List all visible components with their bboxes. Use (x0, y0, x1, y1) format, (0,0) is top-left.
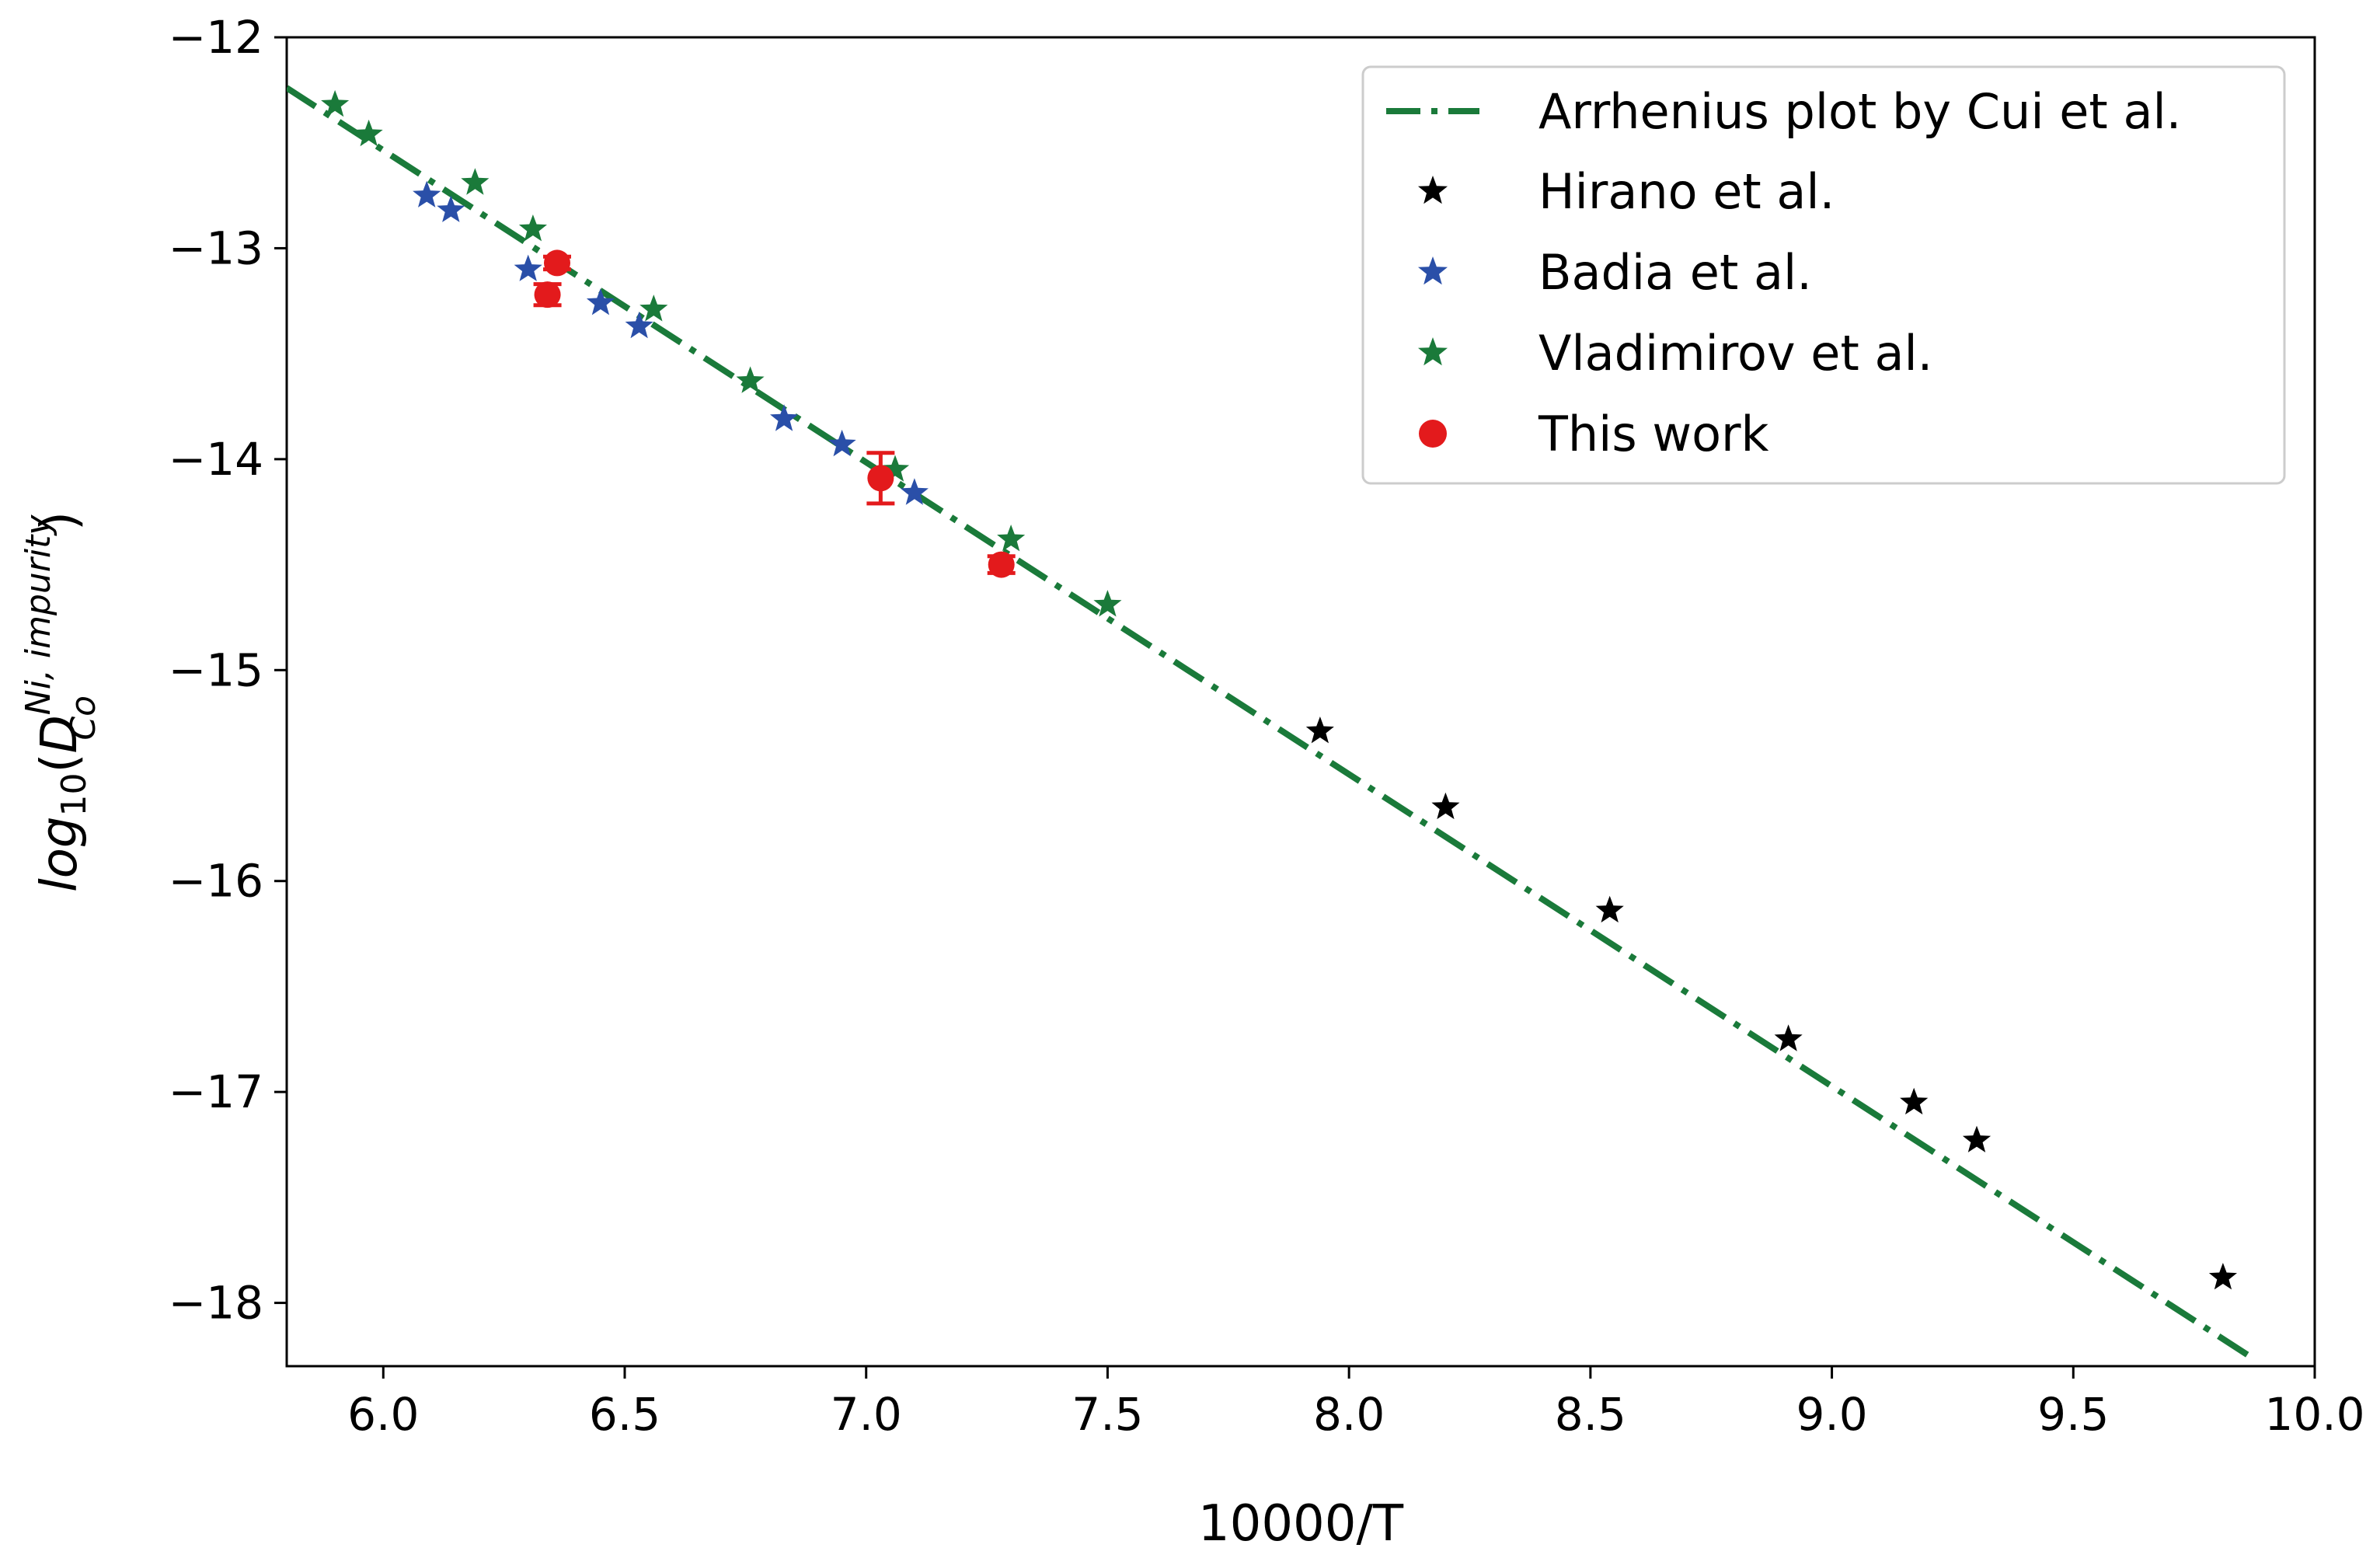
point-vladimirov-et-al (880, 455, 910, 482)
x-tick-label: 9.5 (2037, 1388, 2109, 1441)
y-title-sub: Co (64, 696, 103, 741)
legend: Arrhenius plot by Cui et al. Hirano et a… (1361, 65, 2286, 485)
point-badia-et-al (514, 254, 542, 281)
point-badia-et-al (828, 429, 856, 457)
y-tick-label: −17 (169, 1065, 263, 1118)
point-this-work (534, 281, 561, 309)
y-tick-label: −16 (169, 855, 263, 908)
plot-area (287, 85, 2254, 1361)
y-tick-label: −18 (169, 1277, 263, 1330)
legend-label-badia-et-al: Badia et al. (1538, 244, 1812, 301)
y-tick-label: −14 (169, 433, 263, 486)
point-vladimirov-et-al (518, 214, 547, 242)
point-hirano-et-al (1305, 716, 1334, 744)
point-hirano-et-al (2208, 1263, 2237, 1290)
point-badia-et-al (625, 311, 653, 339)
x-tick-label: 8.5 (1555, 1388, 1626, 1441)
point-hirano-et-al (1774, 1024, 1803, 1051)
x-ticks: 6.0 6.5 7.0 7.5 8.0 8.5 9.0 9.5 10.0 (347, 1366, 2365, 1441)
y-ticks: −12 −13 −14 −15 −16 −17 −18 (169, 11, 287, 1330)
point-hirano-et-al (1431, 792, 1460, 820)
point-hirano-et-al (1900, 1087, 1929, 1115)
legend-label-fit: Arrhenius plot by Cui et al. (1538, 83, 2181, 140)
legend-marker-this-work (1419, 420, 1447, 448)
legend-frame (1361, 65, 2286, 485)
legend-label-vladimirov-et-al: Vladimirov et al. (1538, 325, 1932, 382)
point-badia-et-al (586, 288, 615, 316)
x-tick-label: 10.0 (2264, 1388, 2364, 1441)
x-tick-label: 9.0 (1796, 1388, 1867, 1441)
arrhenius-fit-line (287, 85, 2254, 1361)
legend-marker-vladimirov-et-al (1418, 337, 1448, 366)
x-tick-label: 7.5 (1072, 1388, 1143, 1441)
x-axis-title: 10000/T (1198, 1495, 1404, 1553)
y-title-var: D (31, 715, 89, 753)
y-title-sup: Ni, impurity (19, 514, 58, 716)
point-this-work (988, 551, 1015, 578)
x-tick-label: 6.0 (347, 1388, 419, 1441)
y-title-base: log (31, 816, 89, 892)
point-vladimirov-et-al (639, 295, 668, 322)
point-vladimirov-et-al (736, 366, 765, 393)
point-vladimirov-et-al (354, 119, 383, 147)
point-badia-et-al (900, 478, 929, 505)
legend-label-this-work: This work (1538, 406, 1769, 462)
legend-marker-badia-et-al (1418, 256, 1448, 285)
point-vladimirov-et-al (321, 89, 350, 117)
y-axis-title: log10(DNi, impurityCo) (19, 511, 103, 892)
point-vladimirov-et-al (997, 525, 1026, 552)
y-tick-label: −15 (169, 643, 263, 696)
point-badia-et-al (437, 195, 465, 222)
point-vladimirov-et-al (461, 168, 490, 195)
point-hirano-et-al (1595, 895, 1624, 923)
y-title-close: ) (31, 511, 89, 531)
point-hirano-et-al (1962, 1125, 1991, 1152)
x-tick-label: 7.0 (831, 1388, 902, 1441)
plot-frame (285, 36, 2316, 1368)
point-this-work (867, 465, 894, 492)
point-vladimirov-et-al (1093, 590, 1122, 617)
legend-marker-hirano-et-al (1418, 176, 1448, 204)
point-this-work (544, 249, 570, 277)
y-title-open: ( (31, 754, 89, 773)
y-title-base-sub: 10 (54, 772, 94, 816)
x-tick-label: 8.0 (1313, 1388, 1385, 1441)
y-tick-label: −13 (169, 221, 263, 274)
y-tick-label: −12 (169, 11, 263, 64)
point-badia-et-al (413, 180, 441, 207)
x-tick-label: 6.5 (589, 1388, 660, 1441)
point-badia-et-al (770, 404, 799, 431)
legend-label-hirano-et-al: Hirano et al. (1538, 163, 1835, 220)
